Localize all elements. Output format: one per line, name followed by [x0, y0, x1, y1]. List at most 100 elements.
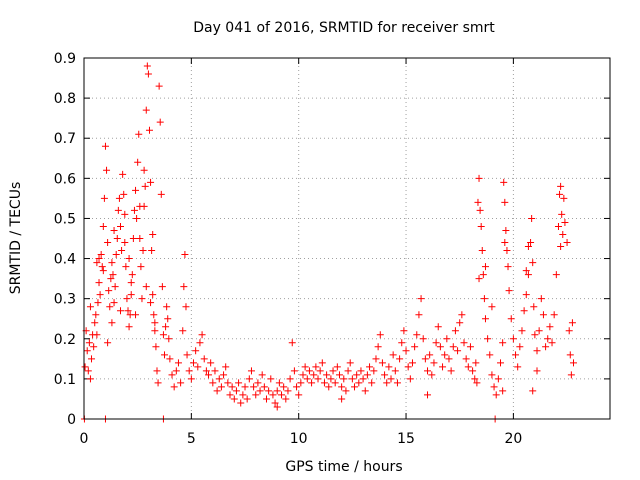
- data-point: [441, 351, 449, 359]
- data-point: [344, 367, 352, 375]
- data-point: [376, 331, 384, 339]
- data-point: [514, 363, 522, 371]
- data-point: [92, 311, 100, 319]
- data-point: [473, 379, 481, 387]
- data-point: [215, 375, 223, 383]
- data-point: [267, 375, 275, 383]
- plot-frame: [83, 57, 611, 420]
- data-point: [331, 379, 339, 387]
- data-point: [132, 311, 140, 319]
- data-point: [490, 383, 498, 391]
- data-point: [481, 315, 489, 323]
- data-point: [338, 383, 346, 391]
- data-point: [202, 367, 210, 375]
- data-point: [168, 371, 176, 379]
- data-point: [198, 331, 206, 339]
- data-point: [557, 243, 565, 251]
- data-point: [121, 239, 129, 247]
- data-point: [404, 363, 412, 371]
- data-point: [150, 311, 158, 319]
- data-point: [299, 371, 307, 379]
- data-point: [278, 391, 286, 399]
- data-point: [110, 226, 118, 234]
- data-point: [308, 379, 316, 387]
- data-point: [148, 247, 156, 255]
- data-point: [129, 235, 137, 242]
- data-point: [104, 239, 112, 247]
- data-point: [163, 303, 171, 311]
- data-point: [138, 295, 146, 303]
- data-point: [297, 379, 305, 387]
- data-point: [149, 291, 157, 299]
- data-point: [529, 387, 537, 395]
- data-point: [469, 367, 477, 375]
- data-point: [323, 371, 331, 379]
- data-point: [505, 287, 513, 295]
- data-point: [114, 206, 122, 214]
- data-point: [137, 263, 145, 271]
- data-point: [310, 371, 318, 379]
- data-point: [207, 359, 215, 367]
- data-point: [368, 379, 376, 387]
- data-point: [378, 359, 386, 367]
- data-point: [471, 375, 479, 383]
- data-point: [316, 367, 324, 375]
- data-point: [567, 371, 575, 379]
- data-point: [530, 303, 538, 311]
- data-point: [398, 339, 406, 347]
- data-point: [449, 343, 457, 351]
- data-point: [507, 315, 515, 323]
- data-point: [83, 347, 91, 355]
- data-point: [271, 399, 279, 407]
- data-point: [86, 375, 94, 383]
- data-point: [533, 367, 541, 375]
- data-point: [370, 367, 378, 375]
- data-point: [154, 379, 162, 387]
- data-point: [561, 218, 569, 226]
- data-point: [104, 339, 112, 347]
- data-point: [402, 347, 410, 355]
- data-point: [230, 395, 238, 403]
- data-point: [494, 375, 502, 383]
- y-tick-label: 0.8: [54, 91, 76, 107]
- data-point: [105, 287, 113, 295]
- data-point: [342, 387, 350, 395]
- data-point: [123, 295, 131, 303]
- data-point: [408, 359, 416, 367]
- data-point: [563, 239, 571, 247]
- data-point: [381, 371, 389, 379]
- data-point: [524, 243, 532, 251]
- x-tick-label: 10: [290, 431, 308, 447]
- data-point: [241, 383, 249, 391]
- data-point: [284, 387, 292, 395]
- data-point: [396, 355, 404, 363]
- data-point: [387, 375, 395, 383]
- data-point: [558, 210, 566, 218]
- data-point: [417, 295, 425, 303]
- data-points: [80, 62, 578, 423]
- y-tick-label: 0.2: [54, 332, 76, 348]
- y-axis-label: SRMTID / TECUs: [8, 182, 24, 295]
- data-point: [531, 331, 539, 339]
- data-point: [98, 263, 106, 271]
- data-point: [235, 379, 243, 387]
- data-point: [325, 383, 333, 391]
- data-point: [570, 359, 578, 367]
- data-point: [411, 343, 419, 351]
- data-point: [305, 367, 313, 375]
- data-point: [335, 371, 343, 379]
- data-point: [116, 307, 124, 315]
- data-point: [247, 367, 255, 375]
- data-point: [492, 391, 500, 399]
- data-point: [273, 403, 281, 411]
- data-point: [419, 335, 427, 343]
- data-point: [93, 259, 101, 267]
- data-point: [243, 395, 251, 403]
- data-point: [391, 367, 399, 375]
- data-point: [432, 339, 440, 347]
- data-point: [106, 303, 114, 311]
- data-point: [135, 130, 143, 138]
- data-point: [196, 339, 204, 347]
- data-point: [554, 222, 562, 230]
- data-point: [282, 395, 290, 403]
